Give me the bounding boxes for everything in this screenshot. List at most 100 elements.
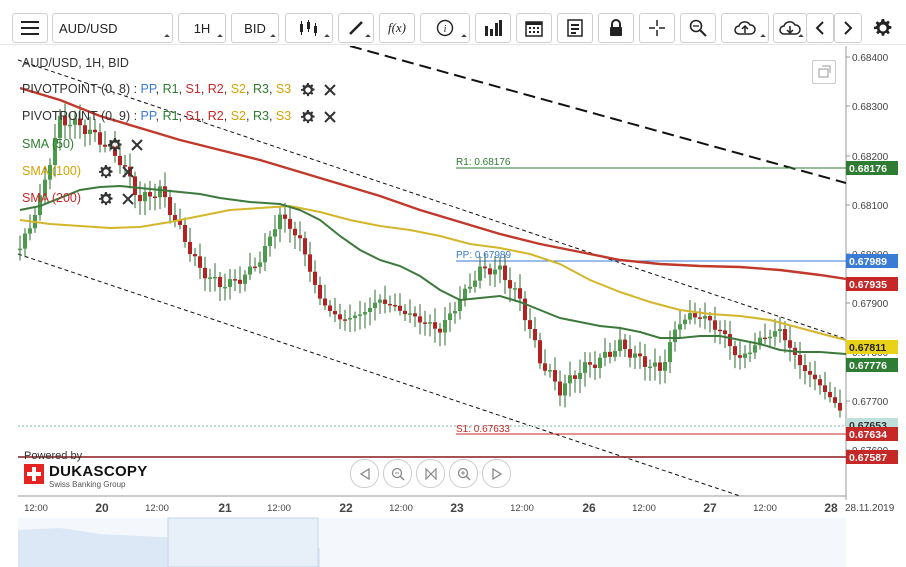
close-icon[interactable] <box>324 110 336 123</box>
draw-button[interactable] <box>338 13 374 43</box>
candle <box>398 293 402 316</box>
caret-icon <box>164 34 170 40</box>
candle <box>788 326 792 362</box>
candle <box>268 230 272 257</box>
candle <box>518 274 522 312</box>
candle <box>578 359 582 393</box>
gear-icon[interactable] <box>98 164 113 179</box>
candle <box>533 316 537 348</box>
timeframe-select[interactable]: 1H <box>178 13 226 43</box>
candle <box>188 227 192 262</box>
r1-level-label: R1: 0.68176 <box>456 157 511 168</box>
s1-level-label: S1: 0.67633 <box>456 424 510 435</box>
candle <box>453 301 457 324</box>
candle <box>338 303 342 330</box>
close-icon[interactable] <box>122 192 134 205</box>
candle <box>443 307 447 346</box>
info-button[interactable]: i <box>420 13 470 43</box>
candle <box>298 221 302 252</box>
crosshair-button[interactable] <box>639 13 675 43</box>
close-icon[interactable] <box>324 83 336 96</box>
chart-type-button[interactable] <box>285 13 333 43</box>
navigator-window[interactable] <box>167 517 319 567</box>
y-tick-label: 0.67700 <box>852 397 889 408</box>
gear-icon[interactable] <box>107 137 122 152</box>
price-tag-s1: 0.67634 <box>846 427 898 441</box>
close-icon[interactable] <box>122 165 134 178</box>
x-tick-label: 21 <box>218 501 232 515</box>
candle <box>203 256 207 291</box>
download-icon <box>779 21 801 35</box>
legend-sma100[interactable]: SMA (100) <box>22 164 134 179</box>
x-tick-label: 12:00 <box>632 503 656 514</box>
candle <box>703 302 707 330</box>
gear-icon[interactable] <box>300 82 315 97</box>
zoom-in-button[interactable] <box>449 459 478 488</box>
lock-button[interactable] <box>598 13 634 43</box>
x-tick-label: 12:00 <box>267 503 291 514</box>
caret-icon <box>270 34 276 40</box>
candle <box>253 257 257 272</box>
gear-icon[interactable] <box>98 191 113 206</box>
x-tick-label: 20 <box>95 501 109 515</box>
legend-sma200[interactable]: SMA (200) <box>22 191 134 206</box>
next-button[interactable] <box>834 13 862 43</box>
candle <box>353 311 357 332</box>
candle <box>693 302 697 325</box>
x-tick-label: 27 <box>703 501 717 515</box>
price-type-select[interactable]: BID <box>231 13 279 43</box>
legend-r2: R2 <box>207 82 224 96</box>
calendar-button[interactable] <box>516 13 552 43</box>
settings-button[interactable] <box>867 13 899 43</box>
price-chart[interactable]: 0.684000.683000.682000.681000.680000.679… <box>0 44 906 567</box>
bars-icon <box>485 20 502 36</box>
volume-button[interactable] <box>475 13 511 43</box>
y-tick-label: 0.68400 <box>852 53 889 64</box>
candle <box>783 321 787 353</box>
legend-s2: S2 <box>230 109 246 123</box>
menu-button[interactable] <box>12 13 48 43</box>
candle <box>88 116 92 146</box>
candle <box>818 374 822 395</box>
caret-icon <box>324 34 330 40</box>
prev-button[interactable] <box>806 13 834 43</box>
zoom-in-icon <box>457 467 471 481</box>
report-button[interactable] <box>557 13 593 43</box>
function-button[interactable]: f(x) <box>379 13 415 43</box>
legend-pivot-8[interactable]: PIVOTPOINT (0, 8) : PP, R1, S1, R2, S2, … <box>22 82 336 97</box>
download-button[interactable] <box>773 13 807 43</box>
candle <box>753 332 757 360</box>
close-icon[interactable] <box>131 138 143 151</box>
zoom-button[interactable] <box>680 13 716 43</box>
candle <box>238 266 242 294</box>
legend-pivot-9[interactable]: PIVOTPOINT (0, 9) : PP, R1, S1, R2, S2, … <box>22 109 336 124</box>
scroll-left-button[interactable] <box>350 459 379 488</box>
candle <box>58 108 62 151</box>
gear-icon[interactable] <box>300 109 315 124</box>
zoom-icon <box>689 19 707 37</box>
scroll-right-button[interactable] <box>482 459 511 488</box>
symbol-select[interactable]: AUD/USD <box>52 13 173 43</box>
candle <box>428 314 432 337</box>
candle <box>418 304 422 335</box>
price-tag-sma200: 0.67935 <box>846 277 898 291</box>
fullscreen-button[interactable] <box>812 60 836 84</box>
zoom-out-button[interactable] <box>383 459 412 488</box>
candle <box>218 272 222 301</box>
candle <box>553 357 557 391</box>
price-tag-text: 0.67935 <box>849 279 887 291</box>
reset-button[interactable] <box>416 459 445 488</box>
candle <box>803 354 807 385</box>
candle <box>138 181 142 215</box>
candle <box>173 202 177 228</box>
candle <box>488 263 492 286</box>
legend-sma50-name: SMA (50) <box>22 137 75 151</box>
candle <box>313 260 317 294</box>
candle <box>738 341 742 370</box>
upload-button[interactable] <box>721 13 769 43</box>
candle <box>483 253 487 279</box>
candle <box>63 103 67 139</box>
pp-level-label: PP: 0.67989 <box>456 250 511 261</box>
legend-sma50[interactable]: SMA (50) <box>22 137 143 152</box>
svg-text:i: i <box>444 24 447 35</box>
